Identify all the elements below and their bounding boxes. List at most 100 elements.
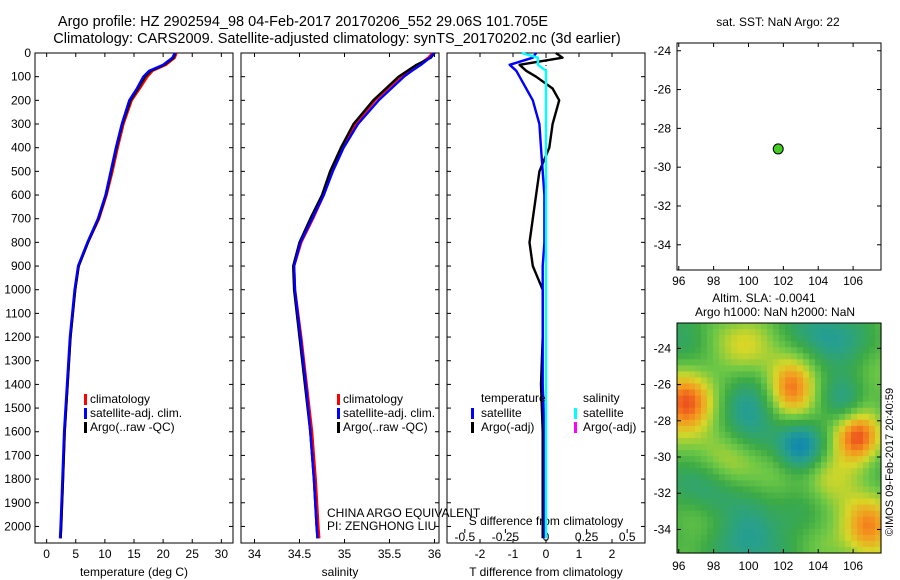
sla-cell xyxy=(851,371,858,379)
sla-cell xyxy=(845,450,852,457)
sla-cell xyxy=(767,510,774,518)
sla-cell xyxy=(683,335,690,342)
sla-cell xyxy=(755,425,762,433)
sla-cell xyxy=(731,480,738,488)
sla-cell xyxy=(701,546,708,554)
sla-cell xyxy=(767,480,774,488)
y-tick-label: 1600 xyxy=(4,425,31,439)
sla-cell xyxy=(851,323,858,330)
sla-cell xyxy=(785,480,792,488)
sla-cell xyxy=(785,389,792,397)
sla-cell xyxy=(725,341,732,348)
sla-cell xyxy=(821,341,828,348)
sla-cell xyxy=(761,498,768,506)
sla-cell xyxy=(851,540,858,548)
sla-cell xyxy=(689,431,696,439)
sla-cell xyxy=(857,522,864,530)
sla-cell xyxy=(863,425,870,433)
sla-cell xyxy=(707,450,714,457)
legend-swatch-sal-satellite xyxy=(574,408,577,419)
sla-cell xyxy=(815,438,822,445)
sla-cell xyxy=(731,444,738,451)
sla-cell xyxy=(743,510,750,518)
sla-cell xyxy=(743,456,750,463)
sla-cell xyxy=(797,462,804,469)
sla-cell xyxy=(743,444,750,451)
sla-cell xyxy=(725,347,732,354)
y-tick-label: 500 xyxy=(11,164,31,178)
sla-cell xyxy=(713,528,720,536)
sla-cell xyxy=(857,546,864,554)
sla-cell xyxy=(689,407,696,415)
sla-cell xyxy=(695,480,702,488)
sla-cell xyxy=(851,365,858,373)
sla-cell xyxy=(719,450,726,457)
sla-cell xyxy=(809,528,816,536)
sla-cell xyxy=(821,516,828,524)
sla-cell xyxy=(815,323,822,330)
sla-cell xyxy=(791,407,798,415)
sla-cell xyxy=(755,510,762,518)
sla-cell xyxy=(731,450,738,457)
sla-cell xyxy=(755,522,762,530)
sla-cell xyxy=(863,444,870,451)
sla-map-title-1: Altim. SLA: -0.0041 xyxy=(712,291,816,305)
sla-cell xyxy=(857,389,864,397)
sla-cell xyxy=(863,371,870,379)
sla-cell xyxy=(713,510,720,518)
sla-cell xyxy=(851,347,858,354)
sla-cell xyxy=(803,335,810,342)
sla-cell xyxy=(755,395,762,403)
sla-cell xyxy=(731,546,738,554)
sla-cell xyxy=(761,504,768,512)
sla-cell xyxy=(815,371,822,379)
sla-cell xyxy=(785,401,792,409)
sla-cell xyxy=(761,492,768,500)
sla-cell xyxy=(755,407,762,415)
sla-cell xyxy=(809,498,816,506)
sla-cell xyxy=(767,474,774,481)
sla-cell xyxy=(815,413,822,421)
y-tick-label: 1400 xyxy=(4,377,31,391)
sla-cell xyxy=(857,486,864,494)
sla-cell xyxy=(761,359,768,366)
sla-cell xyxy=(791,492,798,500)
sla-cell xyxy=(749,462,756,469)
sla-cell xyxy=(875,468,882,475)
sla-cell xyxy=(839,504,846,512)
sla-cell xyxy=(797,389,804,397)
sla-cell xyxy=(683,389,690,397)
y-tick-label: 1200 xyxy=(4,330,31,344)
sla-cell xyxy=(833,353,840,360)
sla-cell xyxy=(755,456,762,463)
sla-cell xyxy=(779,419,786,427)
series-temperature-argo-adj- xyxy=(518,52,564,539)
sla-cell xyxy=(761,468,768,475)
sla-cell xyxy=(767,419,774,427)
sla-cell xyxy=(731,395,738,403)
sla-cell xyxy=(875,540,882,548)
sla-cell xyxy=(785,450,792,457)
sla-cell xyxy=(863,486,870,494)
sla-cell xyxy=(749,413,756,421)
sla-cell xyxy=(803,492,810,500)
sla-cell xyxy=(875,395,882,403)
sla-cell xyxy=(725,462,732,469)
sla-cell xyxy=(791,498,798,506)
sla-cell xyxy=(773,401,780,409)
sla-cell xyxy=(683,510,690,518)
sla-cell xyxy=(857,365,864,373)
x-tick-label: 10 xyxy=(98,547,112,561)
sla-cell xyxy=(695,347,702,354)
sla-cell xyxy=(737,468,744,475)
sla-cell xyxy=(683,498,690,506)
sla-cell xyxy=(845,371,852,379)
sla-cell xyxy=(737,413,744,421)
sla-cell xyxy=(737,522,744,530)
salinity-panel: 34 34.5 35 35.5 36 salinity xyxy=(240,52,441,579)
sla-cell xyxy=(683,413,690,421)
sla-cell xyxy=(809,377,816,385)
sla-cell xyxy=(803,383,810,391)
sla-cell xyxy=(689,335,696,342)
sla-cell xyxy=(701,407,708,415)
